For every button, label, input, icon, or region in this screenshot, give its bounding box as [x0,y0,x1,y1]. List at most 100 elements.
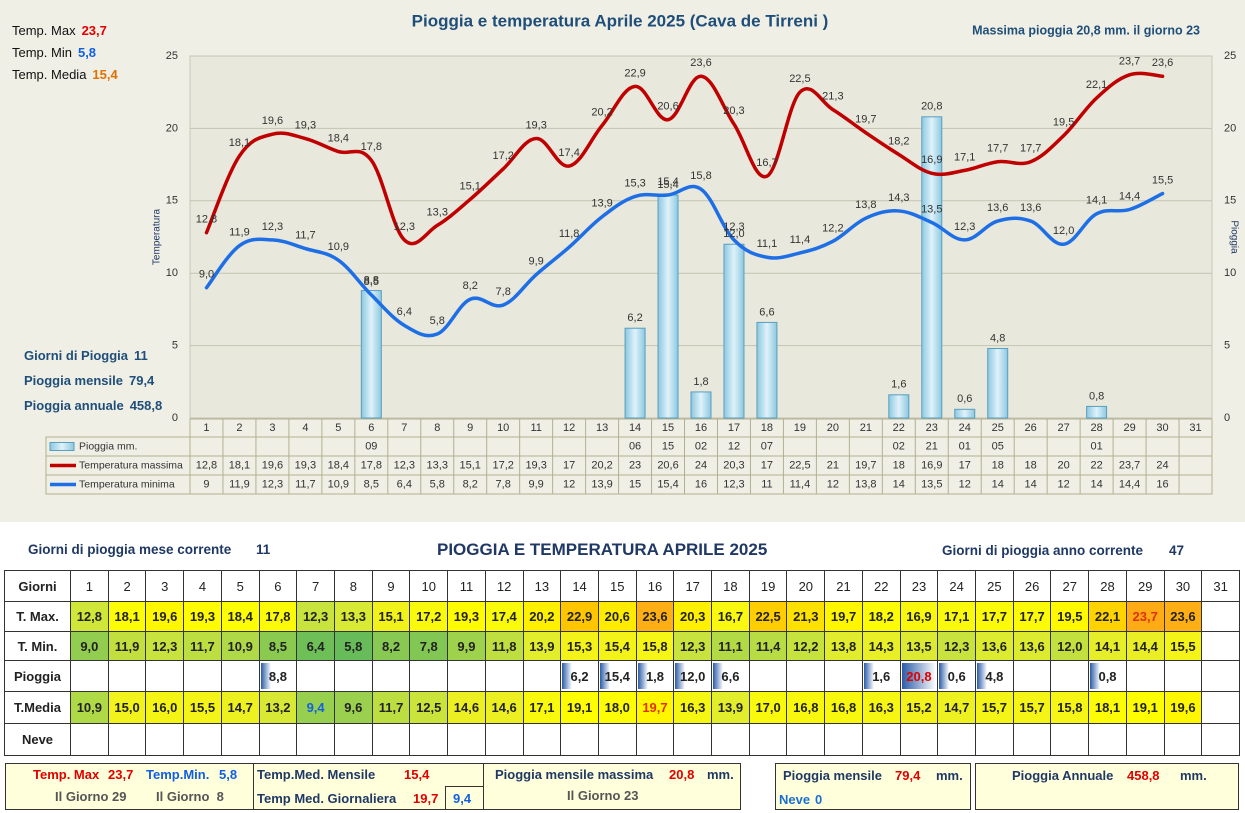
table-cell: 10,9 [70,691,109,724]
data-label: 9,9 [529,256,544,268]
rain-stat-value: 79,4 [129,373,155,388]
table-value: 14 [1025,478,1037,490]
table-value: 18 [1025,459,1037,471]
table-cell: 19,7 [635,691,675,724]
y2-tick-label: 15 [1224,195,1236,207]
data-label: 15,3 [624,177,645,189]
data-label: 17,8 [361,141,382,153]
cell-text: 13,5 [906,638,932,654]
pioggia-max-label: Pioggia mensile massima [495,767,654,782]
data-label: 17,1 [954,151,975,163]
table-cell [673,723,713,756]
table-cell: 11,1 [711,631,750,661]
table-cell: 20,3 [673,601,713,632]
table-cell: 20,2 [522,601,562,632]
table-cell [1125,723,1165,756]
table-cell [145,723,185,756]
rain-indicator [599,663,610,689]
data-label: 17,7 [1020,143,1041,155]
table-value: 11,9 [229,478,250,490]
data-label: 13,8 [855,199,876,211]
y-tick-label: 0 [172,412,178,424]
day-header: 19 [748,570,788,602]
cell-text: 19,3 [189,609,216,624]
data-label: 1,8 [693,376,708,388]
chart-title: Pioggia e temperatura Aprile 2025 (Cava … [412,11,829,30]
cell-text: 15,4 [604,638,630,654]
x-tick-label: 31 [1189,422,1201,434]
stat: Temp. Min 5,8 [12,45,96,60]
table-cell: 16,8 [824,691,863,724]
day-header: 25 [975,570,1014,602]
cell-text: 13,2 [265,700,291,715]
y-tick-label: 15 [166,195,178,207]
day-header: 24 [937,570,977,602]
table-cell: 19,6 [145,601,185,632]
med-giornaliera-min: 9,4 [453,791,472,806]
data-label: 13,5 [921,203,942,215]
x-tick-label: 1 [203,422,209,434]
data-label: 8,8 [364,274,379,286]
x-tick-label: 11 [530,422,541,434]
table-cell: 22,1 [1088,601,1127,632]
day-header: 12 [484,570,524,602]
x-tick-label: 18 [761,422,773,434]
cell-text: 8,8 [268,668,287,684]
cell-text: 21,3 [793,609,819,624]
table-cell: 18,4 [220,601,260,632]
table-value: 18,1 [229,459,250,471]
data-label: 10,9 [328,241,349,253]
x-tick-label: 29 [1123,422,1135,434]
table-cell [711,723,750,756]
stat-value: 15,4 [92,67,118,82]
table-value: 21 [926,440,938,452]
cell-text: 16,9 [906,609,932,624]
cell-text: 4 [198,578,207,594]
cell-text: 16,3 [680,700,706,715]
table-value: 16 [1156,478,1168,490]
cell-text: 5,8 [344,638,363,654]
table-value: 11,7 [295,478,316,490]
table-cell: 6,4 [296,631,335,661]
cell-text: 19,5 [1057,609,1083,624]
rain-indicator [260,663,271,689]
cell-text: 18,4 [227,609,253,624]
data-label: 6,2 [627,312,642,324]
stat-value: 23,7 [82,23,107,38]
y-tick-label: 25 [166,50,178,62]
x-tick-label: 6 [368,422,374,434]
pioggia-max-value: 20,8 [669,767,695,782]
row-label: Giorni [4,570,71,602]
table-cell: 13,3 [333,601,373,632]
table-cell: 15,7 [1012,691,1052,724]
table-cell: 15,2 [899,691,939,724]
table-value: 01 [959,440,971,452]
data-label: 14,4 [1119,190,1140,202]
x-tick-label: 19 [794,422,806,434]
table-cell: 17,7 [975,601,1014,632]
data-label: 15,5 [1152,174,1173,186]
table-cell: 11,4 [748,631,788,661]
table-cell [824,660,863,692]
x-tick-label: 28 [1090,422,1102,434]
footer-box [483,763,741,810]
table-cell: 23,6 [635,601,675,632]
table-cell [333,723,373,756]
rain-indicator [977,663,988,689]
table-cell [1201,601,1240,632]
table-cell: 17,0 [748,691,788,724]
data-label: 19,5 [1053,117,1074,129]
data-label: 12,2 [822,222,843,234]
cell-text: 11,8 [491,638,517,654]
data-label: 18,1 [229,137,250,149]
cell-text: 10,9 [76,700,102,715]
table-cell [786,660,826,692]
cell-text: 20,8 [906,668,932,684]
data-label: 19,3 [295,119,316,131]
tmax-label: Temp. Max [33,767,100,782]
bar [888,394,910,419]
plot-area [189,55,1213,419]
neve-label: Neve [779,792,811,807]
bar [756,321,778,419]
bar [360,290,382,419]
